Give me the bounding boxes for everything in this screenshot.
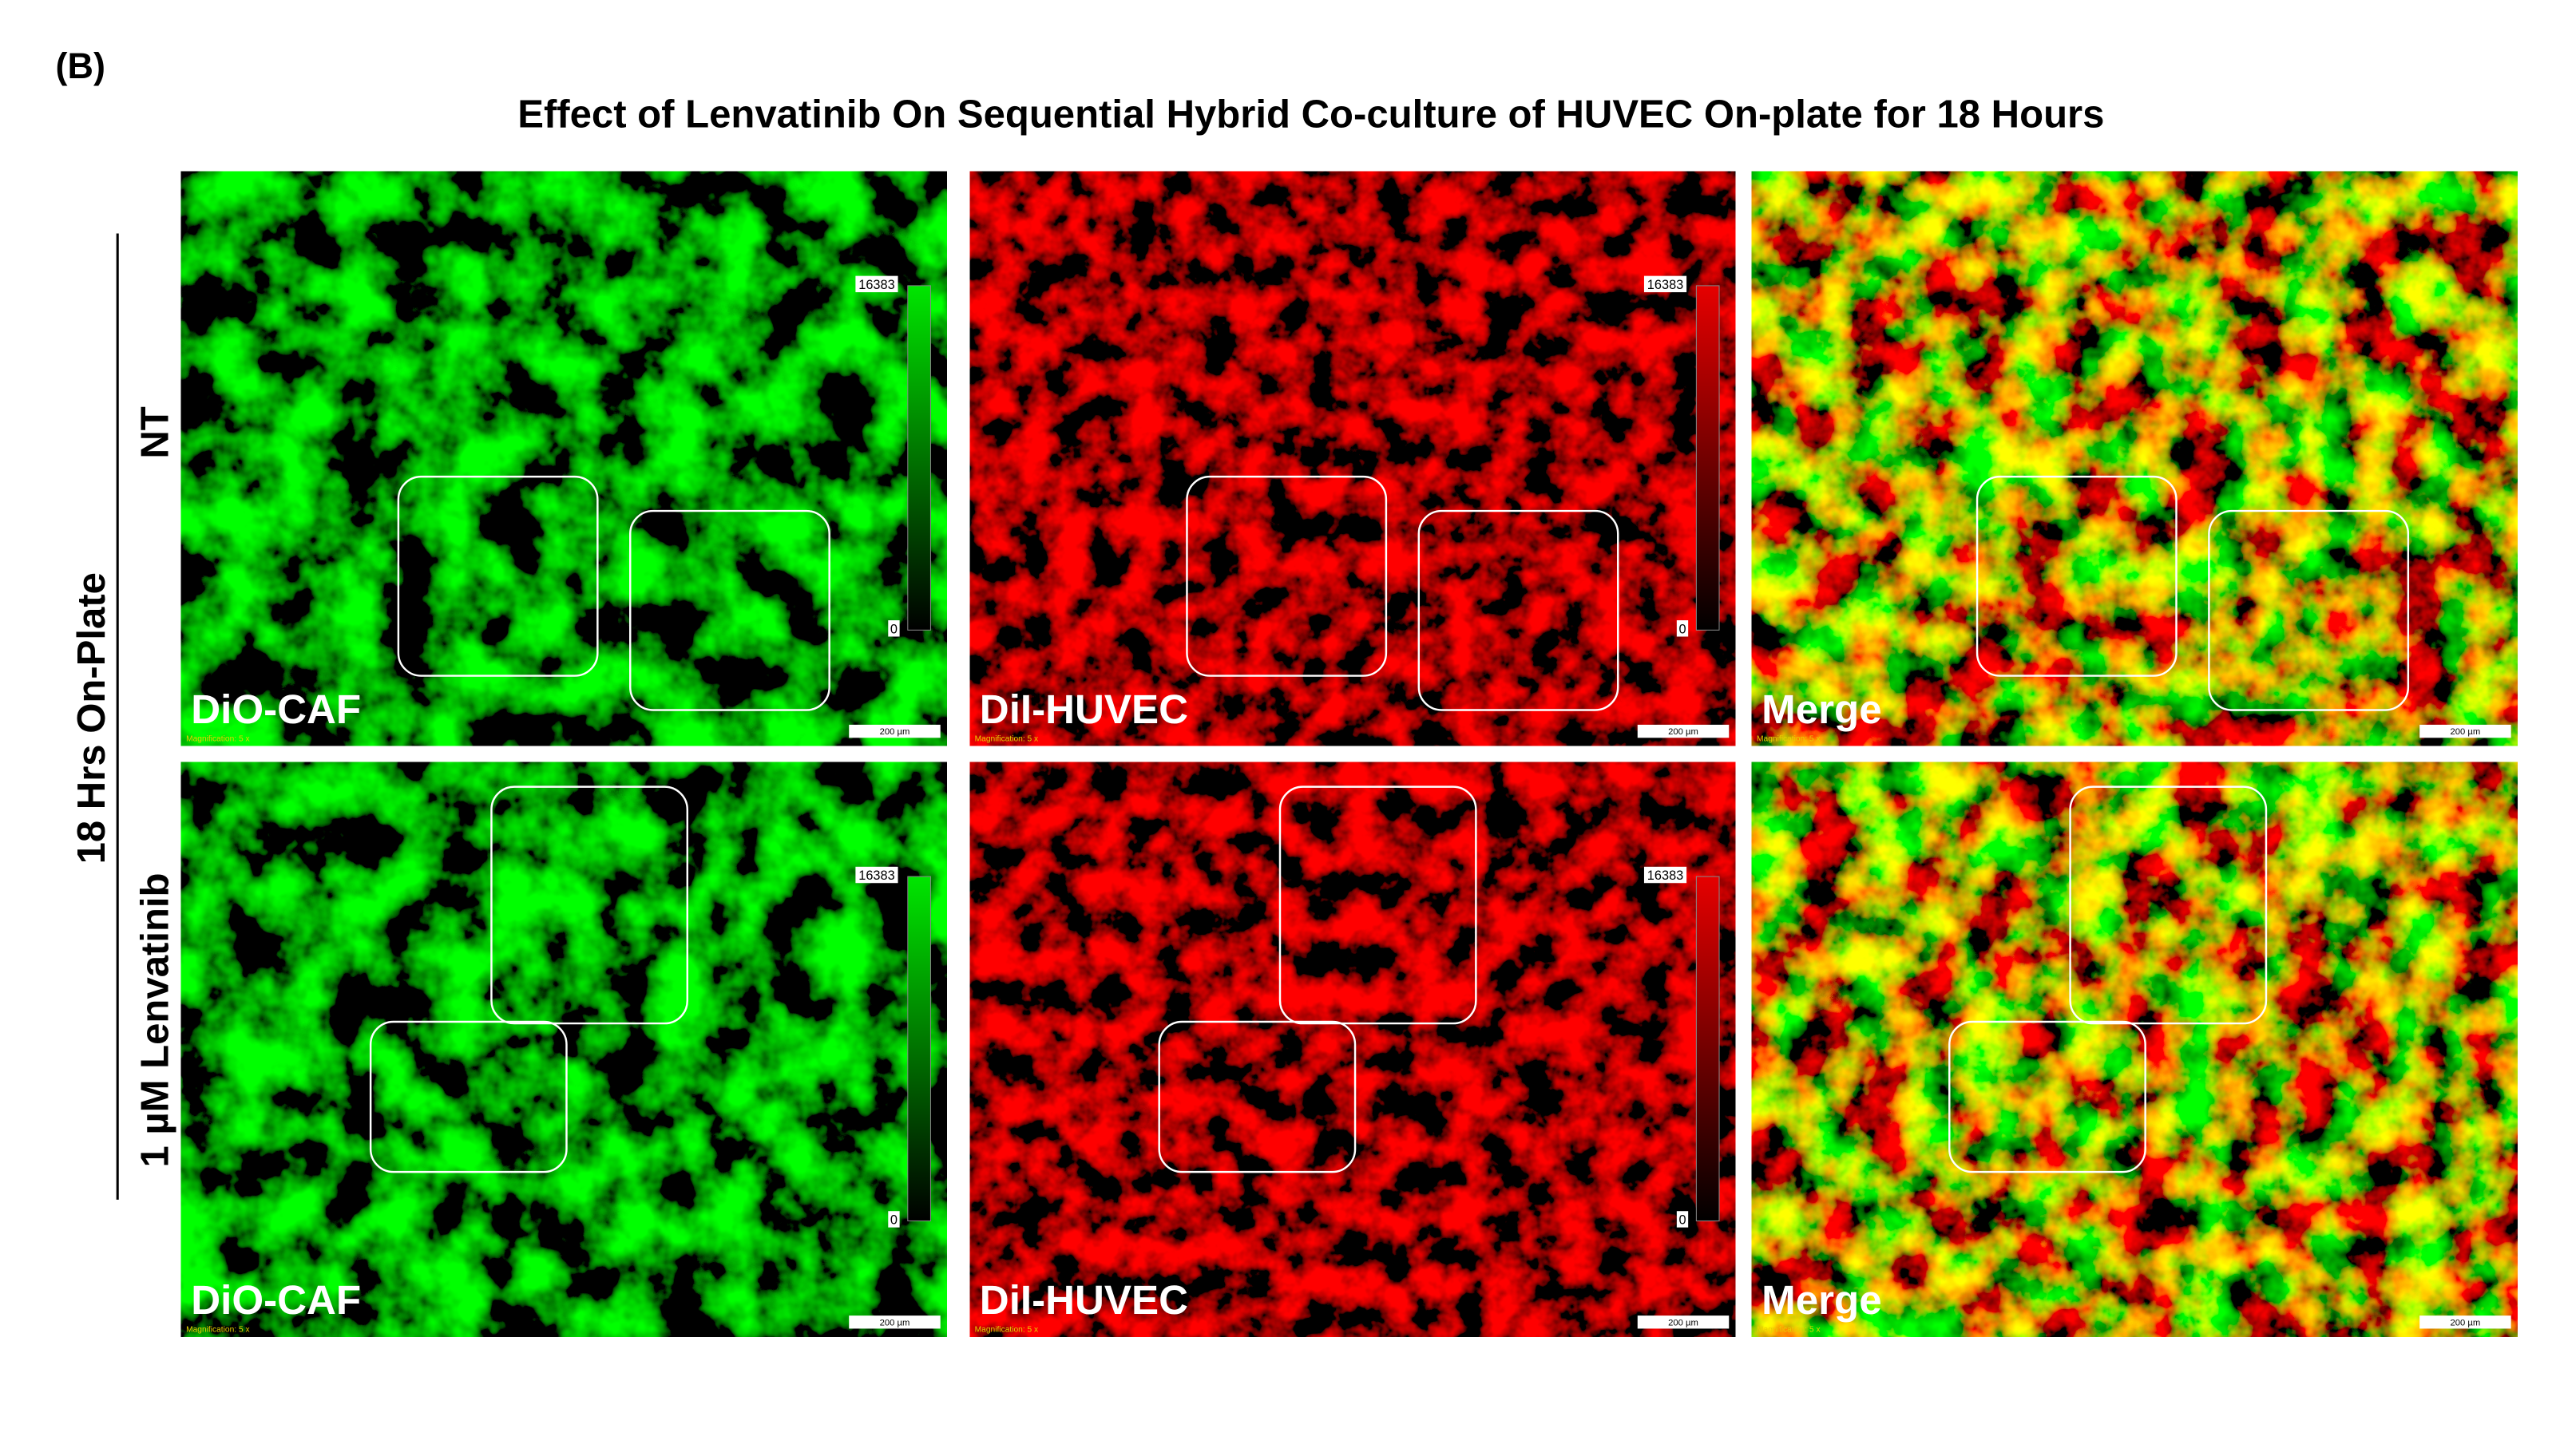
magnification: Magnification: 5 x bbox=[186, 734, 250, 743]
colorbar bbox=[907, 285, 931, 631]
colorbar-max: 16383 bbox=[1647, 868, 1683, 883]
channel-label: Merge bbox=[1761, 1277, 1882, 1323]
scale-bar-label: 200 µm bbox=[1668, 1318, 1698, 1327]
roi-box bbox=[490, 785, 689, 1025]
micrograph-signal bbox=[1751, 762, 2518, 1337]
micrograph-signal bbox=[969, 171, 1736, 746]
colorbar-max-box bbox=[855, 866, 898, 884]
roi-box bbox=[1158, 1020, 1357, 1173]
colorbar-max-box bbox=[1643, 866, 1687, 884]
scale-bar bbox=[2419, 1316, 2511, 1329]
roi-box bbox=[1278, 785, 1477, 1025]
colorbar-min-box bbox=[888, 620, 900, 637]
roi-box bbox=[397, 475, 599, 677]
magnification: Magnification: 5 x bbox=[975, 1326, 1039, 1335]
roi-box bbox=[2208, 509, 2410, 711]
panel-label: (B) bbox=[56, 46, 105, 86]
scale-bar bbox=[1637, 1316, 1730, 1329]
colorbar-min-box bbox=[1676, 1211, 1689, 1228]
scale-bar bbox=[1637, 724, 1730, 738]
roi-box bbox=[1948, 1020, 2146, 1173]
channel-label: DiO-CAF bbox=[191, 686, 361, 732]
roi-box bbox=[1186, 475, 1388, 677]
magnification: Magnification: 5 x bbox=[186, 1326, 250, 1335]
colorbar-min: 0 bbox=[1678, 1213, 1686, 1228]
channel-label: DiI-HUVEC bbox=[980, 1277, 1188, 1323]
roi-box bbox=[369, 1020, 568, 1173]
micrograph-signal bbox=[1751, 171, 2518, 746]
colorbar bbox=[1695, 285, 1720, 631]
colorbar-max-box bbox=[1643, 275, 1687, 293]
row-label: NT bbox=[134, 406, 177, 458]
micrograph-signal bbox=[969, 762, 1736, 1337]
colorbar-min: 0 bbox=[890, 1213, 898, 1228]
colorbar bbox=[907, 876, 931, 1221]
figure-title: Effect of Lenvatinib On Sequential Hybri… bbox=[517, 93, 2104, 136]
colorbar-min-box bbox=[1676, 620, 1689, 637]
colorbar-max: 16383 bbox=[858, 868, 894, 883]
scale-bar-label: 200 µm bbox=[880, 727, 910, 737]
scale-bar-label: 200 µm bbox=[2451, 727, 2481, 737]
scale-bar-label: 200 µm bbox=[1668, 727, 1698, 737]
scale-bar bbox=[849, 1316, 941, 1329]
colorbar-max: 16383 bbox=[1647, 278, 1683, 292]
scale-bar-label: 200 µm bbox=[880, 1318, 910, 1327]
micrograph-signal bbox=[180, 762, 947, 1337]
colorbar-min-box bbox=[888, 1211, 900, 1228]
scale-bar-label: 200 µm bbox=[2451, 1318, 2481, 1327]
roi-box bbox=[1975, 475, 2178, 677]
colorbar-min: 0 bbox=[1678, 622, 1686, 636]
scale-bar bbox=[849, 724, 941, 738]
channel-label: DiO-CAF bbox=[191, 1277, 361, 1323]
magnification: Magnification: 5 x bbox=[975, 734, 1039, 743]
roi-box bbox=[629, 509, 830, 711]
colorbar-max: 16383 bbox=[858, 278, 894, 292]
roi-box bbox=[2069, 785, 2268, 1025]
magnification: Magnification: 5 x bbox=[1757, 1326, 1821, 1335]
roi-box bbox=[1417, 509, 1619, 711]
channel-label: DiI-HUVEC bbox=[980, 686, 1188, 732]
magnification: Magnification: 5 x bbox=[1757, 734, 1821, 743]
colorbar-max-box bbox=[855, 275, 898, 293]
group-label: 18 Hrs On-Plate bbox=[70, 572, 113, 864]
colorbar-min: 0 bbox=[890, 622, 898, 636]
colorbar bbox=[1695, 876, 1720, 1221]
channel-label: Merge bbox=[1761, 686, 1882, 732]
row-label: 1 µM Lenvatinib bbox=[134, 872, 177, 1167]
scale-bar bbox=[2419, 724, 2511, 738]
micrograph-signal bbox=[180, 171, 947, 746]
